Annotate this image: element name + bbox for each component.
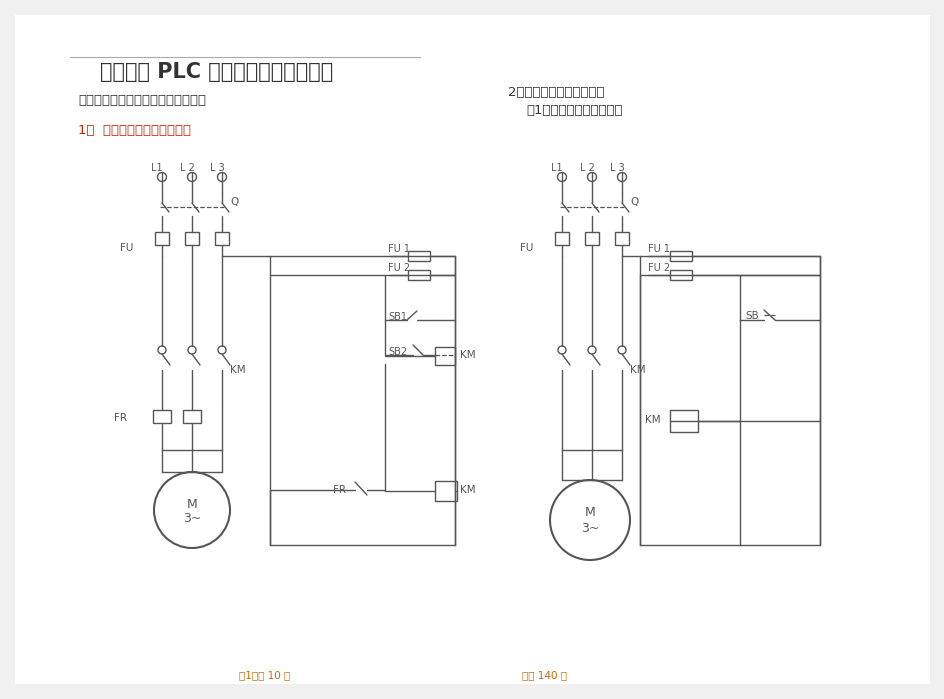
Text: 1、  电动机连续运转控制电路: 1、 电动机连续运转控制电路 [78,124,191,136]
Text: FU 2: FU 2 [648,263,669,273]
Bar [669,270,691,280]
Bar [215,232,228,245]
Text: L1: L1 [550,163,563,173]
Text: L 2: L 2 [579,163,594,173]
Text: L1: L1 [151,163,162,173]
Circle shape [587,173,596,182]
Bar [554,232,568,245]
Bar [434,347,454,365]
Circle shape [557,346,565,354]
Text: SB2: SB2 [388,347,407,357]
Text: 2、电动机的点动控制电路: 2、电动机的点动控制电路 [508,85,604,99]
Circle shape [218,346,226,354]
Circle shape [154,472,229,548]
Text: L 3: L 3 [210,163,224,173]
Bar [153,410,171,423]
Text: 共分 140 分: 共分 140 分 [522,670,567,680]
Bar [584,232,598,245]
Circle shape [587,346,596,354]
Text: FR: FR [114,413,126,423]
Circle shape [158,173,166,182]
Text: FU 1: FU 1 [388,244,410,254]
Text: FU 2: FU 2 [388,263,410,273]
Text: 3~: 3~ [182,512,201,524]
Bar [669,251,691,261]
Text: KM: KM [460,350,475,360]
Circle shape [616,173,626,182]
Text: L 3: L 3 [609,163,624,173]
Circle shape [158,346,166,354]
Text: 《电器及 PLC 控制技术》电气原理图: 《电器及 PLC 控制技术》电气原理图 [100,62,333,82]
Bar [408,270,430,280]
Text: Q: Q [229,197,238,207]
Text: KM: KM [630,365,645,375]
Bar [155,232,169,245]
Text: 第1页共 10 页: 第1页共 10 页 [239,670,291,680]
Text: SB1: SB1 [388,312,407,322]
Circle shape [617,346,625,354]
Text: （1）仅能点动控制的电路: （1）仅能点动控制的电路 [526,103,622,117]
Text: KM: KM [229,365,245,375]
Text: SB: SB [744,311,758,321]
Bar [183,410,201,423]
Circle shape [187,173,196,182]
Text: FU: FU [519,243,532,253]
Bar [615,232,629,245]
Text: Q: Q [630,197,637,207]
Circle shape [549,480,630,560]
Text: L 2: L 2 [179,163,194,173]
Text: 3~: 3~ [581,521,598,535]
Bar [669,410,698,432]
Circle shape [217,173,227,182]
Text: 、三相异步电机的全压起动控制电路: 、三相异步电机的全压起动控制电路 [78,94,206,106]
Text: FU: FU [120,243,133,253]
Bar [434,481,457,501]
Text: KM: KM [460,485,475,495]
Bar [185,232,199,245]
Circle shape [557,173,565,182]
Text: FU 1: FU 1 [648,244,669,254]
Circle shape [188,346,195,354]
Text: FR: FR [332,485,346,495]
Text: M: M [186,498,197,510]
Text: M: M [584,505,595,519]
Text: KM: KM [645,415,660,425]
Bar [408,251,430,261]
